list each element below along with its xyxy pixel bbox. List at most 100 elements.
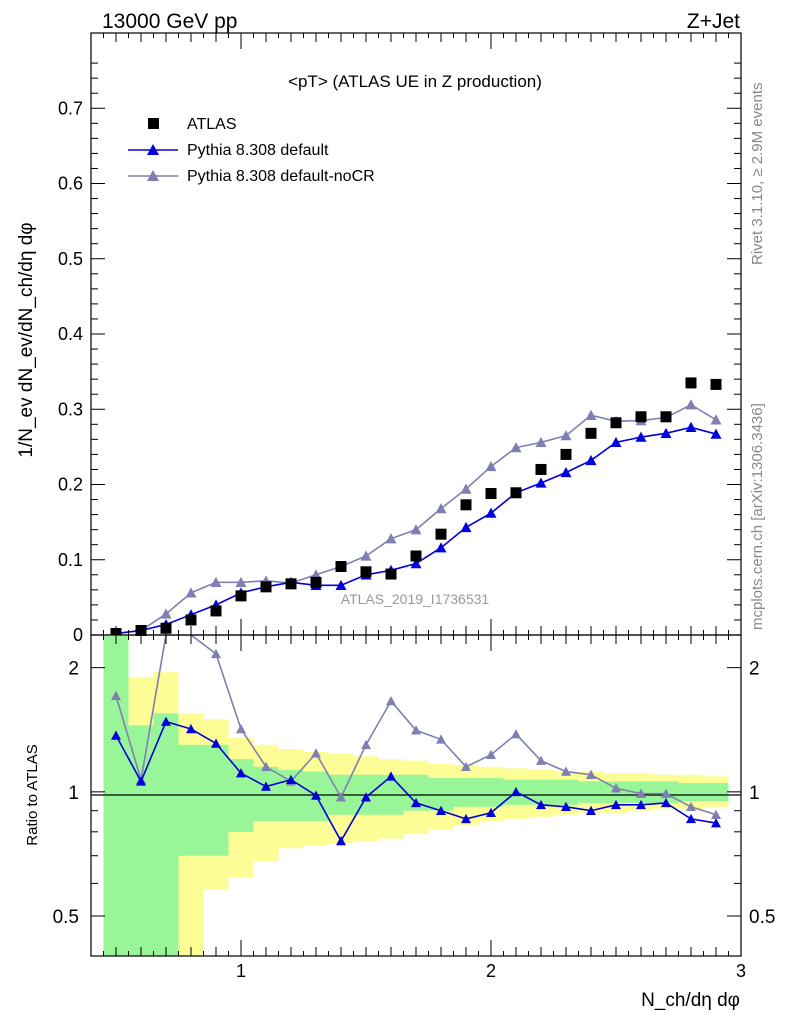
ratio-nocr-point <box>261 761 271 772</box>
ratio-data-layer <box>111 635 721 846</box>
series-default-point <box>435 542 447 553</box>
ratio-nocr-point <box>411 725 421 735</box>
ratio-default-point <box>661 797 671 808</box>
ratio-y-tick-label-right: 1 <box>749 783 760 804</box>
ratio-nocr-point <box>486 749 496 760</box>
series-nocr-point <box>160 608 172 619</box>
series-nocr-point <box>535 436 547 448</box>
ratio-default-point <box>686 813 696 824</box>
ratio-nocr-point <box>586 769 596 780</box>
rivet-version-label: Rivet 3.1.10, ≥ 2.9M events <box>749 83 766 266</box>
x-axis-label: N_ch/dη dφ <box>641 990 740 1011</box>
legend-label-atlas: ATLAS <box>187 116 237 133</box>
ratio-nocr-point <box>511 729 521 739</box>
ratio-y-axis-label: Ratio to ATLAS <box>24 744 41 845</box>
series-nocr-point <box>435 503 447 514</box>
ratio-y-ticks: 0.5 1 2 0.5 1 2 <box>53 659 775 957</box>
legend-marker-default <box>147 144 159 155</box>
atlas-data-point <box>185 614 197 626</box>
ratio-nocr-point <box>436 734 446 744</box>
series-default-point <box>660 427 672 439</box>
series-nocr-point <box>185 587 197 598</box>
ratio-nocr-point <box>561 766 571 776</box>
ratio-nocr-point <box>336 792 346 802</box>
series-nocr-point <box>585 409 597 420</box>
series-default-point <box>560 466 572 478</box>
series-default-point <box>710 428 722 439</box>
ratio-default-point <box>586 805 596 815</box>
ratio-y-tick-label-right: 2 <box>749 659 760 680</box>
series-nocr-point <box>360 550 372 561</box>
atlas-data-point <box>285 578 297 590</box>
series-nocr-point <box>685 399 697 410</box>
ratio-band-inner <box>553 779 579 805</box>
ratio-default-point <box>461 813 471 824</box>
atlas-data-point <box>360 566 372 578</box>
atlas-data-point <box>560 448 572 460</box>
series-default-point <box>535 477 547 488</box>
ratio-default-point <box>611 799 621 810</box>
ratio-default-point <box>211 738 221 748</box>
atlas-data-point <box>435 528 447 540</box>
ratio-nocr-point <box>536 755 546 765</box>
analysis-id-label: ATLAS_2019_I1736531 <box>341 591 490 607</box>
series-default-point <box>610 436 622 448</box>
main-y-tick-label: 0.6 <box>58 174 83 194</box>
ratio-y-tick-label-left: 2 <box>68 659 79 680</box>
atlas-data-point <box>585 427 597 439</box>
atlas-data-point <box>460 499 472 511</box>
main-y-tick-label: 0.2 <box>58 475 83 495</box>
main-y-tick-label: 0 <box>73 625 83 645</box>
main-title: <pT> (ATLAS UE in Z production) <box>288 72 542 91</box>
atlas-data-point <box>335 561 347 573</box>
ratio-default-point <box>511 786 521 797</box>
atlas-data-point <box>610 417 622 429</box>
legend-label-nocr: Pythia 8.308 default-noCR <box>187 168 375 185</box>
ratio-band-inner <box>428 778 454 811</box>
ratio-nocr-point <box>711 809 721 819</box>
atlas-data-point <box>635 411 647 423</box>
ratio-default-point <box>536 799 546 810</box>
x-tick-label: 1 <box>236 961 246 981</box>
ratio-nocr-point <box>211 648 221 659</box>
ratio-nocr-point <box>311 748 321 758</box>
ratio-default-point <box>186 724 196 734</box>
ratio-default-point <box>261 781 271 791</box>
ratio-default-point <box>436 805 446 815</box>
ratio-y-tick-label-left: 1 <box>68 783 79 804</box>
ratio-default-point <box>336 836 346 846</box>
atlas-data-point <box>710 378 722 390</box>
ratio-default-point <box>286 774 296 784</box>
ratio-band-inner <box>678 783 704 802</box>
atlas-data-point <box>535 463 547 475</box>
ratio-default-point <box>711 818 721 828</box>
series-nocr-point <box>510 442 522 453</box>
ratio-default-point <box>161 716 171 726</box>
main-y-tick-label: 0.7 <box>58 98 83 118</box>
ratio-band-inner <box>128 725 154 956</box>
ratio-band-inner <box>453 778 479 807</box>
ratio-band-inner <box>178 744 204 856</box>
ratio-default-point <box>311 790 321 800</box>
main-y-tick-label: 0.4 <box>58 324 83 344</box>
ratio-band-inner <box>478 778 504 807</box>
ratio-nocr-point <box>636 788 646 798</box>
legend: ATLAS Pythia 8.308 default Pythia 8.308 … <box>128 116 375 185</box>
ratio-default-point <box>236 768 246 778</box>
ratio-y-tick-label-left: 0.5 <box>53 907 79 928</box>
ratio-default-point <box>136 776 146 786</box>
header-right: Z+Jet <box>687 10 740 33</box>
series-default-point <box>485 507 497 518</box>
series-default-point <box>585 454 597 466</box>
ratio-clipped-group <box>111 635 721 846</box>
atlas-data-point <box>660 411 672 423</box>
main-y-axis-label: 1/N_ev dN_ev/dN_ch/dη dφ <box>16 222 37 457</box>
ratio-band-inner <box>203 744 229 856</box>
header-left: 13000 GeV pp <box>102 10 237 33</box>
atlas-data-point <box>485 488 497 500</box>
x-tick-label: 2 <box>486 961 496 981</box>
ratio-y-tick-label-right: 0.5 <box>749 907 775 928</box>
x-tick-label: 3 <box>736 961 746 981</box>
atlas-data-point <box>685 377 697 389</box>
ratio-nocr-point <box>386 696 396 706</box>
